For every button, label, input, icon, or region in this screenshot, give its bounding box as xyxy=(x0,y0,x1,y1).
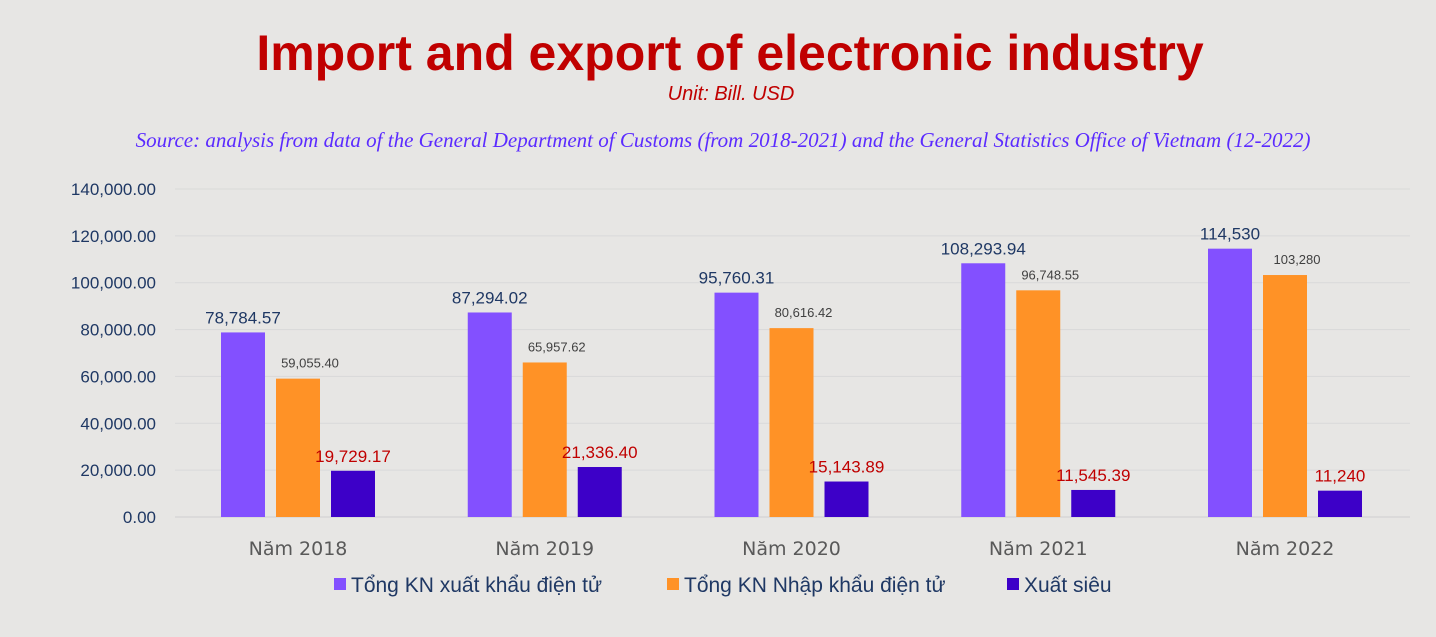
legend-swatch xyxy=(667,578,679,590)
chart-title: Import and export of electronic industry xyxy=(256,25,1204,81)
chart-source: Source: analysis from data of the Genera… xyxy=(136,128,1311,152)
data-label: 103,280 xyxy=(1274,252,1321,267)
y-tick-label: 100,000.00 xyxy=(71,274,156,293)
data-label: 87,294.02 xyxy=(452,288,528,307)
data-label: 11,545.39 xyxy=(1056,466,1130,485)
legend-swatch xyxy=(334,578,346,590)
data-label: 65,957.62 xyxy=(528,339,586,354)
x-tick-label: Năm 2021 xyxy=(989,538,1088,560)
data-label: 96,748.55 xyxy=(1021,267,1079,282)
bar xyxy=(1318,490,1362,517)
data-label: 21,336.40 xyxy=(562,443,638,462)
bar xyxy=(1208,248,1252,517)
bar xyxy=(1263,275,1307,517)
bar xyxy=(331,470,375,517)
data-label: 108,293.94 xyxy=(941,239,1026,258)
bar xyxy=(276,378,320,517)
data-label: 19,729.17 xyxy=(315,447,391,466)
x-tick-label: Năm 2020 xyxy=(742,538,841,560)
x-tick-label: Năm 2022 xyxy=(1236,538,1335,560)
data-label: 59,055.40 xyxy=(281,356,339,371)
bar xyxy=(769,328,814,517)
data-label: 15,143.89 xyxy=(809,458,885,477)
bar xyxy=(961,263,1006,517)
bar xyxy=(714,292,759,517)
data-label: 11,240 xyxy=(1315,467,1366,486)
y-tick-label: 0.00 xyxy=(123,508,156,527)
data-label: 114,530 xyxy=(1200,225,1260,244)
data-label: 95,760.31 xyxy=(699,269,775,288)
bar xyxy=(1016,290,1061,517)
y-tick-label: 20,000.00 xyxy=(80,461,156,480)
legend-label: Xuất siêu xyxy=(1024,574,1112,597)
x-tick-label: Năm 2019 xyxy=(495,538,594,560)
bar xyxy=(1071,489,1116,517)
y-tick-label: 140,000.00 xyxy=(71,180,156,199)
y-tick-label: 60,000.00 xyxy=(80,367,156,386)
bar xyxy=(522,362,567,517)
legend-label: Tổng KN xuất khẩu điện tử xyxy=(351,574,602,597)
y-tick-label: 40,000.00 xyxy=(80,414,156,433)
data-label: 80,616.42 xyxy=(775,305,833,320)
bar xyxy=(577,467,622,517)
y-tick-label: 120,000.00 xyxy=(71,227,156,246)
bar xyxy=(221,332,265,517)
y-tick-label: 80,000.00 xyxy=(80,321,156,340)
chart-subtitle: Unit: Bill. USD xyxy=(668,83,795,105)
legend-swatch xyxy=(1007,578,1019,590)
data-label: 78,784.57 xyxy=(205,308,281,327)
bar xyxy=(467,312,512,517)
bar xyxy=(824,481,869,517)
x-tick-label: Năm 2018 xyxy=(249,538,348,560)
legend-label: Tổng KN Nhập khẩu điện tử xyxy=(684,574,946,597)
